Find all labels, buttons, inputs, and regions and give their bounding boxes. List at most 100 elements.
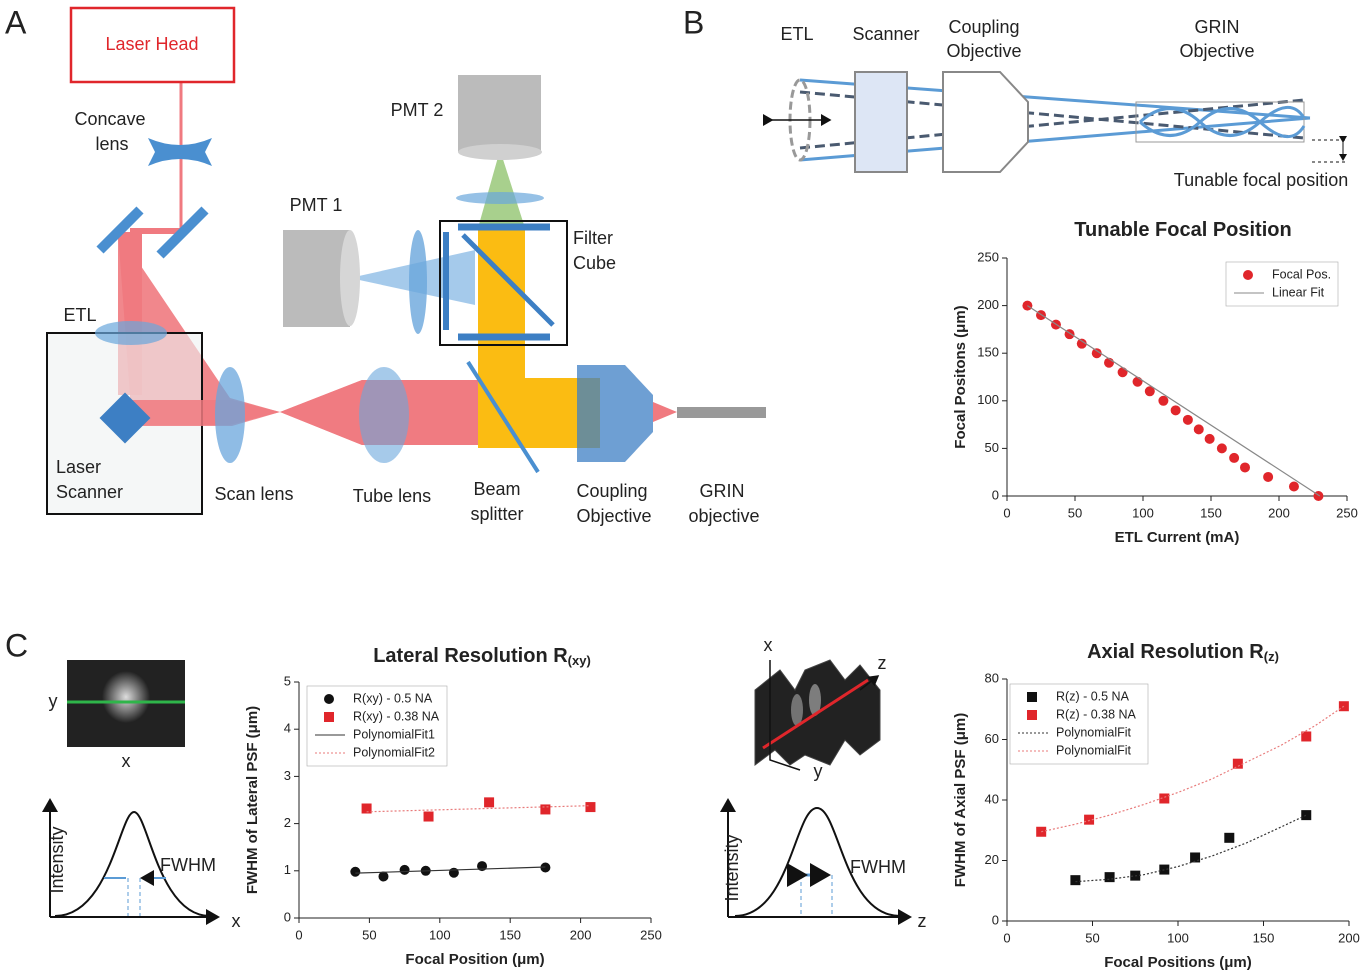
- point: [1263, 471, 1274, 482]
- label: Concave: [74, 109, 145, 129]
- label: PMT 2: [391, 100, 444, 120]
- label: z: [878, 653, 887, 673]
- y-tick-label: 2: [284, 815, 291, 830]
- legend-label: R(xy) - 0.38 NA: [353, 709, 440, 723]
- point: [1232, 758, 1243, 769]
- label: Laser Head: [105, 34, 198, 54]
- point: [1144, 386, 1155, 397]
- x-tick-label: 50: [362, 927, 376, 942]
- point: [1132, 376, 1143, 387]
- title-subscript: (xy): [568, 653, 591, 668]
- legend-label: PolynomialFit: [1056, 725, 1132, 739]
- x-tick-label: 100: [429, 927, 451, 942]
- label: Tube lens: [353, 486, 431, 506]
- label: Filter: [573, 228, 613, 248]
- point: [585, 802, 596, 813]
- x-tick-label: 150: [1253, 930, 1275, 945]
- label: GRIN: [1195, 17, 1240, 37]
- y-tick-label: 80: [985, 670, 999, 685]
- point: [448, 867, 459, 878]
- x-axis-label: ETL Current (mA): [1115, 529, 1240, 546]
- legend-marker: [1243, 270, 1253, 280]
- label: Tunable focal position: [1174, 170, 1348, 190]
- y-axis-label: Focal Positons (μm): [952, 305, 969, 448]
- x-tick-label: 50: [1068, 505, 1082, 520]
- point: [1104, 872, 1115, 883]
- legend-box: [1225, 261, 1339, 307]
- y-tick-label: 50: [985, 440, 999, 455]
- point: [423, 811, 434, 822]
- point: [361, 803, 372, 814]
- x-tick-label: 50: [1085, 930, 1099, 945]
- x-tick-label: 250: [1336, 505, 1358, 520]
- diagram-a: Laser Head Concave lens ETL Laser Scanne…: [46, 6, 766, 526]
- point: [399, 864, 410, 875]
- legend-label: Focal Pos.: [1272, 267, 1331, 281]
- label: z: [918, 911, 927, 931]
- label: x: [122, 751, 131, 771]
- panel-label: A: [5, 4, 27, 40]
- point: [1224, 832, 1235, 843]
- y-tick-label: 40: [985, 791, 999, 806]
- legend-marker: [324, 712, 334, 722]
- legend-label: R(z) - 0.5 NA: [1056, 689, 1130, 703]
- y-tick-label: 1: [284, 862, 291, 877]
- point: [484, 797, 495, 808]
- legend-label: Linear Fit: [1272, 285, 1325, 299]
- x-tick-label: 150: [1200, 505, 1222, 520]
- panel-label: C: [5, 627, 28, 663]
- title-subscript: (z): [1264, 649, 1279, 664]
- label: objective: [688, 506, 759, 526]
- x-tick-label: 0: [295, 927, 302, 942]
- point: [1193, 424, 1204, 435]
- fit-line: [1027, 305, 1321, 497]
- y-tick-label: 5: [284, 673, 291, 688]
- label: ETL: [780, 24, 813, 44]
- point: [1084, 814, 1095, 825]
- title-text: Tunable Focal Position: [1074, 219, 1291, 241]
- legend-label: R(xy) - 0.5 NA: [353, 691, 433, 705]
- fit-line: [366, 805, 591, 813]
- x-axis-label: Focal Positions (μm): [1104, 954, 1252, 971]
- y-tick-label: 0: [992, 487, 999, 502]
- y-tick-label: 4: [284, 721, 291, 736]
- y-tick-label: 0: [992, 912, 999, 927]
- point: [1288, 481, 1299, 492]
- label: Objective: [946, 41, 1021, 61]
- y-axis-label: FWHM of Lateral PSF (μm): [244, 706, 261, 894]
- label: Objective: [1179, 41, 1254, 61]
- y-tick-label: 0: [284, 909, 291, 924]
- point: [1117, 367, 1128, 378]
- label: splitter: [470, 504, 523, 524]
- label: Intensity: [47, 826, 67, 893]
- title-text: Axial Resolution R: [1087, 641, 1264, 663]
- x-tick-label: 150: [499, 927, 521, 942]
- x-tick-label: 200: [1338, 930, 1360, 945]
- y-tick-label: 3: [284, 768, 291, 783]
- label: ETL: [63, 305, 96, 325]
- chart-title: Tunable Focal Position: [1074, 219, 1291, 241]
- legend-marker: [324, 694, 334, 704]
- x-tick-label: 100: [1132, 505, 1154, 520]
- y-tick-label: 150: [977, 345, 999, 360]
- fit-line: [1075, 814, 1307, 883]
- point: [1170, 405, 1181, 416]
- label: Coupling: [948, 17, 1019, 37]
- point: [350, 866, 361, 877]
- fit-line: [355, 866, 546, 874]
- point: [1158, 395, 1169, 406]
- point: [1091, 348, 1102, 359]
- x-tick-label: 0: [1003, 930, 1010, 945]
- diagram-b: ETL Scanner Coupling Objective GRIN Obje…: [763, 17, 1348, 190]
- diagram-c: y x Intensity FWHM x x z y Intensity FWH…: [42, 635, 927, 931]
- label: FWHM: [160, 855, 216, 875]
- point: [1240, 462, 1250, 473]
- label: x: [232, 911, 241, 931]
- x-axis-label: Focal Position (μm): [405, 951, 544, 968]
- label: GRIN: [700, 481, 745, 501]
- point: [1229, 452, 1240, 463]
- label: Laser: [56, 457, 101, 477]
- label: lens: [95, 134, 128, 154]
- legend-marker: [1027, 710, 1037, 720]
- legend-label: PolynomialFit1: [353, 727, 435, 741]
